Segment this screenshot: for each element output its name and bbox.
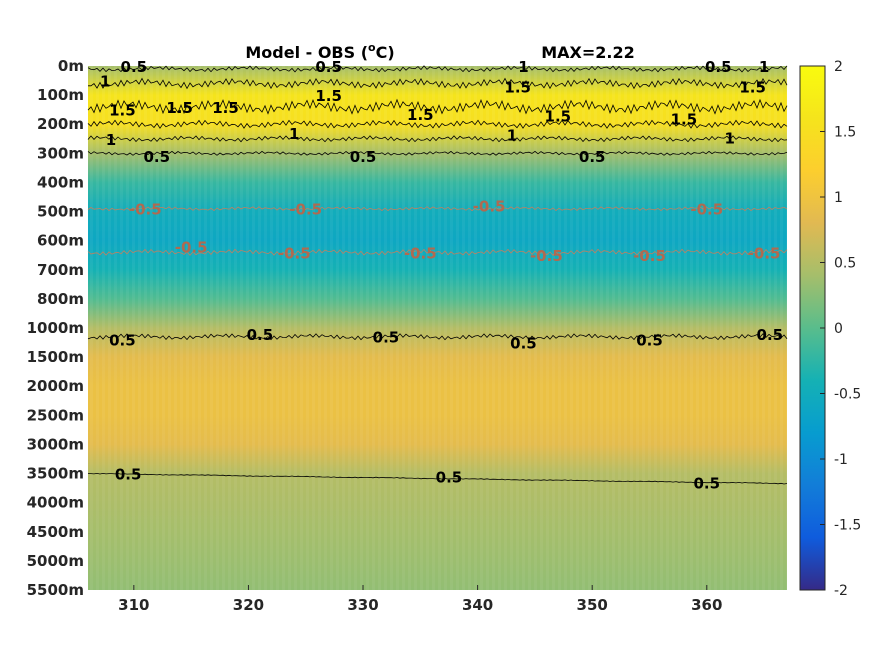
y-tick-label: 300m xyxy=(37,144,84,162)
contour-label: 1.5 xyxy=(671,110,698,128)
y-tick-label: 5500m xyxy=(27,581,84,599)
colorbar-tick-label: -1.5 xyxy=(834,518,861,534)
contour-label: 1.5 xyxy=(407,106,434,124)
contour-line xyxy=(87,119,788,129)
contour-line xyxy=(87,206,788,212)
contour-label: 0.5 xyxy=(121,58,148,76)
contour-line xyxy=(87,65,788,73)
contour-label: 1.5 xyxy=(315,87,342,105)
colorbar-tick-label: 0 xyxy=(834,321,843,337)
colorbar-tick-label: -1 xyxy=(834,452,848,468)
y-tick-label: 4000m xyxy=(27,494,84,512)
contour-label: 0.5 xyxy=(757,326,784,344)
chart-title: Model - OBS (oC) xyxy=(245,41,394,62)
y-tick-label: 5000m xyxy=(27,552,84,570)
contour-label: 0.5 xyxy=(693,474,720,492)
contour-label: 0.5 xyxy=(315,58,342,76)
contour-line xyxy=(88,77,788,90)
y-tick-label: 0m xyxy=(58,57,84,75)
contour-label: 0.5 xyxy=(510,335,537,353)
contour-label: 1 xyxy=(507,126,517,144)
contour-label: -0.5 xyxy=(633,247,666,265)
y-tick-label: 200m xyxy=(37,115,84,133)
y-tick-label: 500m xyxy=(37,203,84,221)
contour-label: -0.5 xyxy=(748,244,781,262)
contour-label: 0.5 xyxy=(115,466,142,484)
contour-label: 0.5 xyxy=(636,332,663,350)
contour-label: -0.5 xyxy=(278,244,311,262)
plot-area: 0.5 1 0.5 1 0.5 1 1.5 1.5 1.5 1.5 1.5 1.5 1.5 1.5 1.5 1… xyxy=(87,58,788,590)
y-tick-label: 700m xyxy=(37,261,84,279)
contour-line xyxy=(87,98,788,115)
x-tick-label: 330 xyxy=(347,596,378,614)
contour-label: 1.5 xyxy=(166,99,193,117)
contour-lines xyxy=(87,65,788,485)
contour-label: 0.5 xyxy=(373,329,400,347)
contour-label: -0.5 xyxy=(175,238,208,256)
colorbar-tick-label: 1.5 xyxy=(834,125,856,141)
contour-label: 1 xyxy=(759,58,769,76)
contour-label: -0.5 xyxy=(530,247,563,265)
contour-label: 0.5 xyxy=(247,326,274,344)
contour-line xyxy=(87,150,788,156)
contour-label: 1.5 xyxy=(109,102,136,120)
contour-label: -0.5 xyxy=(473,198,506,216)
contour-label: 1.5 xyxy=(212,99,239,117)
contour-label: 0.5 xyxy=(350,148,377,166)
y-tick-label: 2000m xyxy=(27,377,84,395)
x-tick-label: 320 xyxy=(233,596,264,614)
x-tick-label: 350 xyxy=(577,596,608,614)
contour-label: 0.5 xyxy=(436,468,463,486)
y-tick-label: 3000m xyxy=(27,435,84,453)
y-tick-label: 400m xyxy=(37,173,84,191)
x-tick-label: 360 xyxy=(691,596,722,614)
contour-label: 1 xyxy=(518,58,528,76)
heatmap-texture xyxy=(88,66,787,590)
contour-label: 1.5 xyxy=(739,78,766,96)
colorbar: 2 1.5 1 0.5 0 -0.5 -1 -1.5 -2 xyxy=(799,59,861,599)
colorbar-tick-label: 0.5 xyxy=(834,256,856,272)
contour-line xyxy=(87,333,788,341)
contour-label: 0.5 xyxy=(109,332,136,350)
y-axis: 0m 100m 200m 300m 400m 500m 600m 700m 800m 1000m 1… xyxy=(27,57,84,599)
contour-line xyxy=(87,135,788,143)
contour-label: 1 xyxy=(100,73,110,91)
y-tick-label: 800m xyxy=(37,290,84,308)
x-tick-label: 310 xyxy=(118,596,149,614)
colorbar-tick-label: -0.5 xyxy=(834,387,861,403)
contour-label: 1 xyxy=(106,131,116,149)
y-tick-label: 600m xyxy=(37,232,84,250)
contour-label: 1 xyxy=(724,129,734,147)
colorbar-tick-label: 1 xyxy=(834,190,843,206)
contour-line xyxy=(88,472,788,485)
contour-label: 0.5 xyxy=(579,148,606,166)
y-tick-label: 1000m xyxy=(27,319,84,337)
x-tick-label: 340 xyxy=(462,596,493,614)
contour-label: -0.5 xyxy=(690,201,723,219)
contour-label: -0.5 xyxy=(129,201,162,219)
contour-label: 1 xyxy=(289,125,299,143)
contour-label: -0.5 xyxy=(289,201,322,219)
colorbar-tick-label: 2 xyxy=(834,59,843,75)
contour-line xyxy=(87,248,788,256)
y-tick-label: 100m xyxy=(37,86,84,104)
contour-label: 1.5 xyxy=(545,107,572,125)
y-tick-label: 3500m xyxy=(27,465,84,483)
contour-label: 0.5 xyxy=(705,58,732,76)
contour-labels: 0.5 1 0.5 1 0.5 1 1.5 1.5 1.5 1.5 1.5 1.5 1.5 1.5 1.5 1… xyxy=(100,58,783,492)
y-tick-label: 4500m xyxy=(27,523,84,541)
y-tick-label: 1500m xyxy=(27,348,84,366)
contour-label: 1.5 xyxy=(504,78,531,96)
contour-label: 0.5 xyxy=(143,148,170,166)
colorbar-ticks: 2 1.5 1 0.5 0 -0.5 -1 -1.5 -2 xyxy=(820,59,861,599)
colorbar-tick-label: -2 xyxy=(834,583,848,599)
contour-label: -0.5 xyxy=(404,244,437,262)
max-annotation: MAX=2.22 xyxy=(541,43,635,62)
x-axis: 310 320 330 340 350 360 xyxy=(118,585,722,614)
y-tick-label: 2500m xyxy=(27,406,84,424)
